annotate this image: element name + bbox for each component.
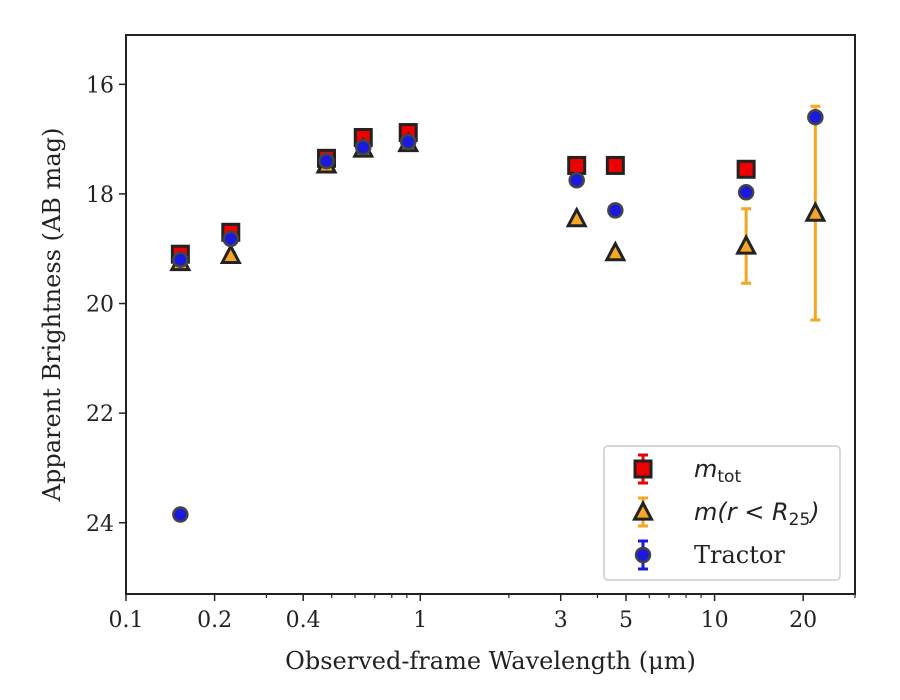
x-tick-label: 5 (619, 608, 633, 633)
series-3 (172, 108, 824, 523)
x-tick-label: 3 (554, 608, 568, 633)
legend-label: m(r < R25) (694, 498, 820, 530)
legend-marker (633, 459, 653, 479)
legend-box (603, 445, 841, 581)
x-tick-label: 10 (701, 608, 729, 633)
y-tick-label: 18 (86, 183, 114, 208)
tractor-point (355, 139, 372, 156)
tractor-point (172, 506, 189, 523)
m-r25-point (219, 243, 242, 264)
mtot-point (605, 155, 625, 175)
tractor-point (222, 230, 240, 248)
y-tick-label: 20 (86, 293, 114, 318)
y-axis-label: Apparent Brightness (AB mag) (38, 128, 66, 503)
tractor-point (607, 202, 624, 219)
legend-marker (632, 499, 654, 521)
tractor-point (807, 108, 824, 126)
legend-marker (634, 546, 652, 564)
legend-entry-1: mtot (633, 453, 741, 487)
tractor-point (399, 133, 417, 151)
x-tick-label: 0.2 (197, 608, 232, 633)
y-tick-label: 16 (86, 73, 114, 98)
legend: mtot m(r < R25) Tractor (603, 445, 841, 581)
tractor-point (172, 251, 189, 268)
x-tick-label: 0.1 (109, 608, 144, 633)
legend-label: Tractor (694, 541, 785, 569)
series-2 (169, 104, 827, 322)
mtot-point (736, 159, 756, 179)
tractor-point (568, 171, 585, 189)
legend-entry-2: m(r < R25) (632, 496, 820, 530)
plot-area (169, 104, 827, 523)
m-r25-point (735, 233, 758, 255)
x-tick-label: 1 (413, 608, 427, 633)
m-r25-point (604, 240, 627, 262)
tractor-point (318, 152, 335, 170)
plot-frame (125, 34, 856, 595)
y-tick-label: 24 (86, 512, 114, 537)
m-r25-point (804, 200, 827, 222)
x-tick-label: 20 (789, 608, 817, 633)
y-tick-label: 22 (86, 402, 114, 427)
tractor-point (737, 184, 755, 201)
legend-entry-3: Tractor (634, 539, 785, 571)
m-r25-point (565, 206, 588, 228)
mtot-point (567, 155, 587, 175)
legend-label: mtot (694, 455, 741, 487)
x-axis-label: Observed-frame Wavelength (μm) (285, 647, 696, 675)
x-tick-label: 0.4 (286, 608, 321, 633)
series-1 (170, 123, 756, 264)
axes: 0.1 0.2 0.4 1 3 5 10 20 16 18 20 22 24 (86, 34, 856, 633)
